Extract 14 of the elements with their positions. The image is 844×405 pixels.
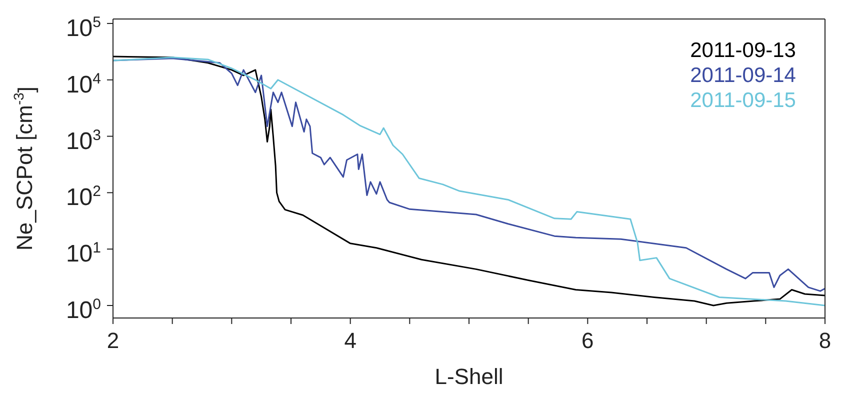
text: 2011-09-15: [690, 88, 796, 113]
y-tick-label: 10$^{2}$: [66, 183, 101, 212]
text: 2011-09-14: [690, 63, 796, 88]
y-tick-label: 10$^{5}$: [66, 14, 101, 42]
y-tick-label: 10$^{0}$: [66, 296, 101, 324]
x-axis-title: L-Shell: [434, 364, 504, 389]
x-tick-label: 4: [344, 328, 356, 353]
x-tick-label: 6: [582, 328, 594, 353]
x-tick-label: 8: [818, 328, 832, 353]
y-tick-label: 10$^{3}$: [66, 126, 101, 155]
y-tick-label: 10$^{1}$: [66, 240, 101, 268]
x-tick-label: 2: [106, 328, 120, 353]
y-tick-label: 10$^{4}$: [66, 70, 101, 98]
text: 2011-09-13: [690, 38, 796, 63]
